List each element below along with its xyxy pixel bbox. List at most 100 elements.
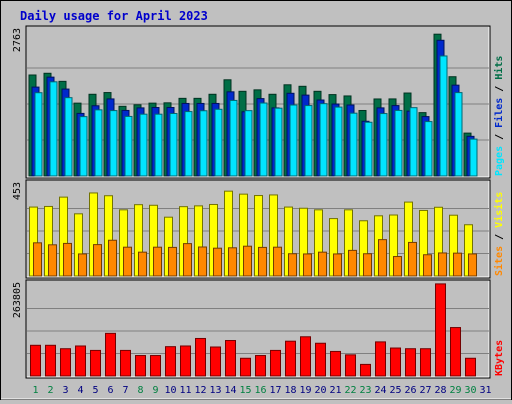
series-label-sites: Sites	[493, 246, 505, 276]
bar-pages-day-11	[184, 111, 193, 177]
bar-sites-day-3	[63, 242, 72, 277]
bar-pages-day-7	[124, 115, 133, 177]
label-separator: /	[494, 128, 505, 146]
x-tick-label-day-5: 5	[92, 385, 98, 396]
x-tick-label-day-28: 28	[434, 385, 446, 396]
series-label-pages: Pages	[494, 146, 505, 176]
bar-kbytes-day-21	[330, 350, 341, 377]
bar-sites-day-15	[243, 245, 252, 277]
bar-kbytes-day-10	[165, 346, 176, 377]
bar-kbytes-day-29	[450, 327, 461, 377]
bar-pages-day-8	[139, 113, 148, 177]
bar-pages-day-26	[409, 107, 418, 177]
x-tick-label-day-9: 9	[152, 385, 158, 396]
panel-series-label: Sites / Visits	[493, 192, 505, 276]
bar-pages-day-16	[259, 102, 268, 177]
label-separator: /	[494, 228, 505, 246]
bar-sites-day-10	[168, 246, 177, 277]
label-separator: /	[494, 80, 505, 98]
bar-sites-day-7	[123, 246, 132, 277]
bar-sites-day-9	[153, 246, 162, 277]
bar-kbytes-day-12	[195, 337, 206, 377]
bar-kbytes-day-4	[75, 345, 86, 377]
bar-sites-day-13	[213, 247, 222, 277]
bar-sites-day-24	[378, 239, 387, 277]
x-tick-label-day-14: 14	[224, 385, 236, 396]
x-tick-label-day-7: 7	[122, 385, 128, 396]
bar-pages-day-29	[454, 92, 463, 177]
bar-sites-day-11	[183, 243, 192, 277]
bar-sites-day-2	[48, 244, 57, 277]
bar-pages-day-5	[94, 109, 103, 177]
bar-kbytes-day-26	[405, 348, 416, 377]
x-tick-label-day-30: 30	[464, 385, 476, 396]
x-tick-label-day-17: 17	[269, 385, 281, 396]
x-tick-label-day-26: 26	[404, 385, 416, 396]
bar-pages-day-9	[154, 113, 163, 177]
bar-pages-day-12	[199, 110, 208, 177]
bar-pages-day-1	[34, 92, 43, 177]
panel-max-label: 453	[12, 182, 23, 200]
bar-kbytes-day-18	[285, 340, 296, 377]
x-tick-label-day-21: 21	[329, 385, 341, 396]
x-tick-label-day-6: 6	[107, 385, 113, 396]
bar-sites-day-6	[108, 239, 117, 277]
bar-kbytes-day-30	[465, 357, 476, 377]
bar-pages-day-15	[244, 110, 253, 177]
bar-pages-day-28	[439, 55, 448, 177]
series-label-hits: Hits	[493, 56, 505, 80]
bar-pages-day-13	[214, 108, 223, 177]
bar-sites-day-28	[438, 252, 447, 277]
bar-sites-day-26	[408, 241, 417, 277]
panel-max-label: 263805	[12, 282, 23, 318]
bar-sites-day-20	[318, 251, 327, 277]
bar-kbytes-day-9	[150, 355, 161, 377]
bar-kbytes-day-5	[90, 349, 101, 377]
bar-kbytes-day-15	[240, 357, 251, 377]
bar-kbytes-day-13	[210, 346, 221, 377]
bar-pages-day-22	[349, 112, 358, 177]
x-tick-label-day-29: 29	[449, 385, 461, 396]
x-tick-label-day-15: 15	[239, 385, 251, 396]
x-tick-label-day-10: 10	[164, 385, 176, 396]
panel-series-label: KBytes	[494, 340, 505, 376]
x-tick-label-day-8: 8	[137, 385, 143, 396]
x-tick-label-day-4: 4	[77, 385, 83, 396]
bar-pages-day-4	[79, 116, 88, 177]
bar-pages-day-25	[394, 109, 403, 177]
chart-title: Daily usage for April 2023	[20, 9, 208, 23]
panel-max-label: 2763	[12, 28, 23, 52]
bar-sites-day-29	[453, 252, 462, 277]
bar-pages-day-6	[109, 110, 118, 177]
bar-pages-day-14	[229, 99, 238, 177]
bar-pages-day-30	[469, 138, 478, 177]
panel-visits-sites: 453 Sites / Visits	[12, 179, 505, 279]
bar-kbytes-day-16	[255, 355, 266, 377]
bar-kbytes-day-3	[60, 348, 71, 377]
x-tick-label-day-13: 13	[209, 385, 221, 396]
bar-kbytes-day-7	[120, 349, 131, 377]
x-axis-labels: 1 2 3 4 5 6 7 8 9 10 11 12 13 14 15 16 17 18 19 20 21 22 23 24 2…	[32, 385, 491, 396]
bar-kbytes-day-1	[30, 344, 41, 377]
x-tick-label-day-1: 1	[32, 385, 38, 396]
bar-pages-day-19	[304, 105, 313, 177]
bar-kbytes-day-11	[180, 345, 191, 377]
bar-kbytes-day-28	[435, 283, 446, 377]
bar-sites-day-27	[423, 254, 432, 277]
bar-kbytes-day-2	[45, 344, 56, 377]
bar-kbytes-day-17	[270, 349, 281, 377]
x-tick-label-day-20: 20	[314, 385, 326, 396]
bar-kbytes-day-25	[390, 347, 401, 377]
bar-pages-day-21	[334, 106, 343, 177]
bar-pages-day-17	[274, 107, 283, 177]
bar-sites-day-8	[138, 251, 147, 277]
bar-pages-day-10	[169, 113, 178, 177]
bar-sites-day-22	[348, 249, 357, 277]
bar-kbytes-day-23	[360, 363, 371, 377]
x-tick-label-day-3: 3	[62, 385, 68, 396]
bar-sites-day-12	[198, 246, 207, 277]
x-tick-label-day-22: 22	[344, 385, 356, 396]
bar-kbytes-day-19	[300, 336, 311, 377]
panel-hits-files-pages: 2763 Pages / Files / Hits	[12, 25, 505, 179]
